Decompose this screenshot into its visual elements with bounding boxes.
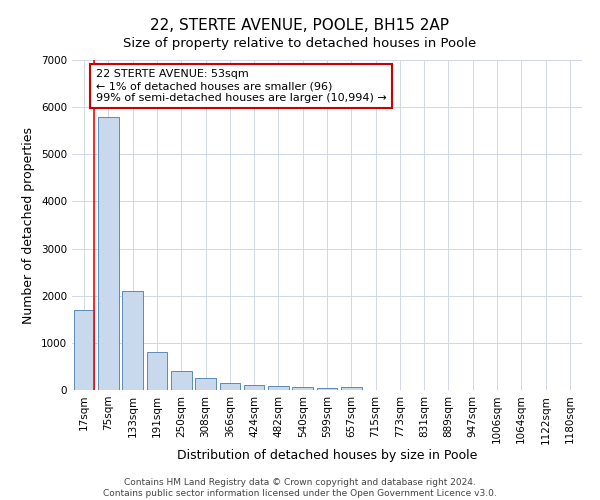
Bar xyxy=(317,388,337,390)
Bar xyxy=(122,291,143,390)
Text: Size of property relative to detached houses in Poole: Size of property relative to detached ho… xyxy=(124,38,476,51)
Bar xyxy=(195,378,216,390)
Bar xyxy=(244,386,265,390)
Bar xyxy=(292,387,313,390)
Bar xyxy=(98,116,119,390)
Bar xyxy=(74,310,94,390)
Y-axis label: Number of detached properties: Number of detached properties xyxy=(22,126,35,324)
Bar xyxy=(341,387,362,390)
Bar xyxy=(220,383,240,390)
Bar xyxy=(171,371,191,390)
X-axis label: Distribution of detached houses by size in Poole: Distribution of detached houses by size … xyxy=(177,449,477,462)
Bar xyxy=(146,352,167,390)
Text: 22, STERTE AVENUE, POOLE, BH15 2AP: 22, STERTE AVENUE, POOLE, BH15 2AP xyxy=(151,18,449,32)
Text: Contains HM Land Registry data © Crown copyright and database right 2024.
Contai: Contains HM Land Registry data © Crown c… xyxy=(103,478,497,498)
Bar xyxy=(268,386,289,390)
Text: 22 STERTE AVENUE: 53sqm
← 1% of detached houses are smaller (96)
99% of semi-det: 22 STERTE AVENUE: 53sqm ← 1% of detached… xyxy=(96,70,386,102)
